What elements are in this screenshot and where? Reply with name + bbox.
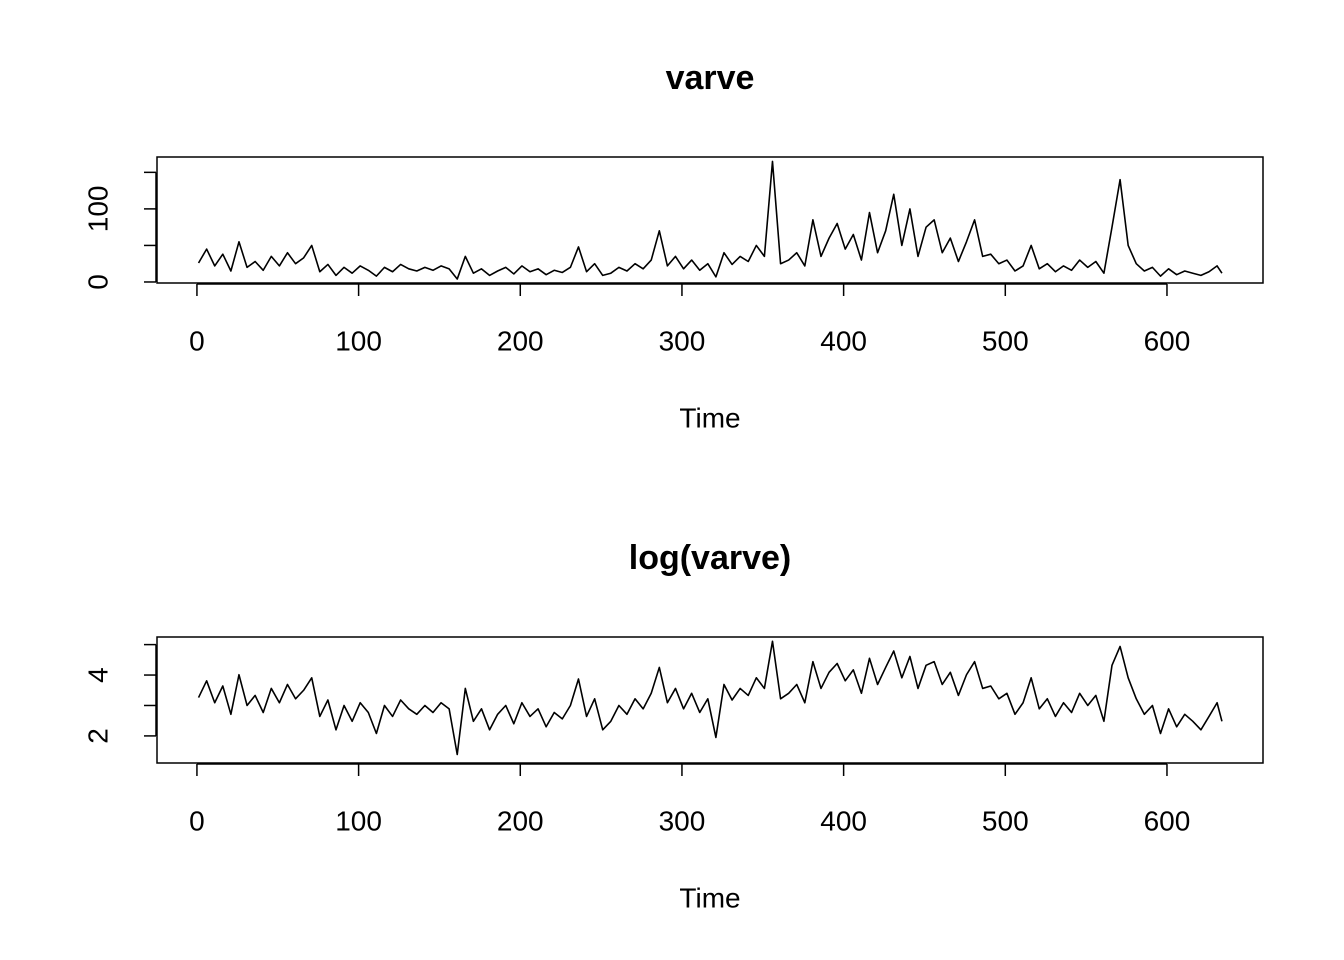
x-tick-label: 400 [820,325,867,356]
x-tick-label: 400 [820,805,867,836]
series-line [197,160,1223,280]
y-tick-label: 4 [82,667,113,683]
x-tick-label: 200 [497,805,544,836]
y-tick-label: 2 [82,728,113,744]
x-tick-label: 500 [982,325,1029,356]
chart-title: log(varve) [629,539,792,577]
y-tick-label: 100 [82,186,113,233]
x-tick-label: 0 [189,805,205,836]
x-tick-label: 200 [497,325,544,356]
x-tick-label: 600 [1144,805,1191,836]
y-tick-label: 0 [82,274,113,290]
x-axis-label: Time [679,882,740,913]
series-line [197,640,1223,756]
chart-title: varve [666,59,755,97]
x-tick-label: 300 [659,325,706,356]
x-tick-label: 100 [335,805,382,836]
plot-frame [156,636,1264,764]
x-tick-label: 600 [1144,325,1191,356]
x-tick-label: 300 [659,805,706,836]
x-tick-label: 100 [335,325,382,356]
x-tick-label: 0 [189,325,205,356]
plot-frame [156,156,1264,284]
x-axis-label: Time [679,402,740,433]
x-tick-label: 500 [982,805,1029,836]
